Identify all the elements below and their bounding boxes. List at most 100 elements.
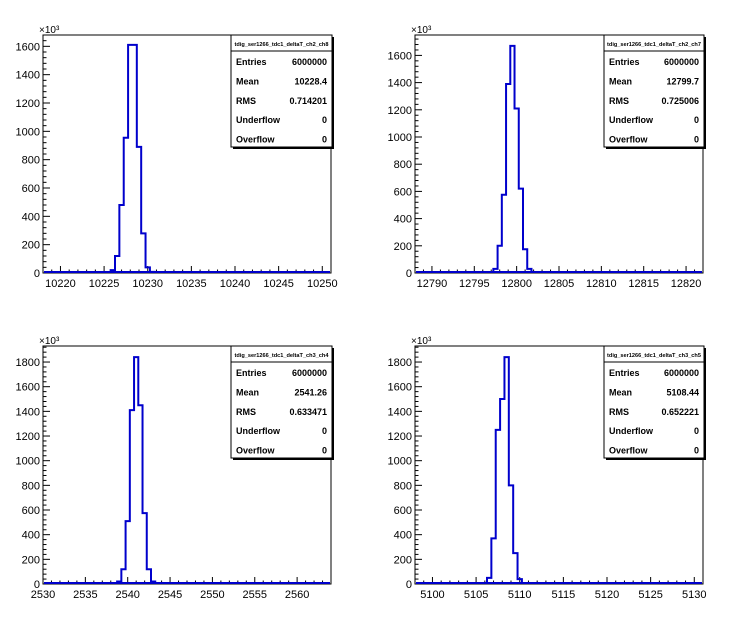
stats-value: 5108.44 xyxy=(666,387,699,397)
x-tick-label: 10230 xyxy=(132,278,163,290)
y-tick-label: 400 xyxy=(22,530,40,542)
stats-value: 6000000 xyxy=(664,368,699,378)
stats-title: tdig_ser1266_tdc1_deltaT_ch3_ch5 xyxy=(607,353,701,359)
y-tick-label: 0 xyxy=(406,579,412,591)
stats-value: 0.714201 xyxy=(289,96,327,106)
y-tick-label: 1000 xyxy=(16,126,40,138)
stats-label: Overflow xyxy=(609,135,649,145)
stats-title: tdig_ser1266_tdc1_deltaT_ch2_ch8 xyxy=(235,42,329,48)
x-tick-label: 12790 xyxy=(417,278,448,290)
plot-area: 2530 2535 2540 2545 2550 2555 2560 0 200 400 600 80… xyxy=(16,336,332,601)
y-tick-label: 800 xyxy=(394,159,412,171)
stats-label: Underflow xyxy=(236,426,281,436)
x-tick-label: 12810 xyxy=(586,278,617,290)
y-tick-label: 1000 xyxy=(388,456,412,468)
stats-label: Entries xyxy=(236,368,267,378)
stats-label: Mean xyxy=(609,76,632,86)
plot-area: 12790 12795 12800 12805 12810 12815 12820 0 200 4… xyxy=(388,25,704,290)
x-tick-label: 12820 xyxy=(671,278,702,290)
panel-top-right: 12790 12795 12800 12805 12810 12815 12820 0 200 4… xyxy=(388,25,706,290)
stats-value: 0 xyxy=(322,115,327,125)
stats-box: tdig_ser1266_tdc1_deltaT_ch2_ch8 Entries 6… xyxy=(230,34,334,149)
y-tick-label: 1200 xyxy=(16,98,40,110)
stats-value: 12799.7 xyxy=(666,76,699,86)
stats-value: 6000000 xyxy=(292,57,327,67)
stats-label: RMS xyxy=(236,96,256,106)
stats-value: 0.725006 xyxy=(661,96,699,106)
y-tick-label: 0 xyxy=(406,268,412,280)
y-tick-label: 1400 xyxy=(16,70,40,82)
panel-bottom-left: 2530 2535 2540 2545 2550 2555 2560 0 200 400 600 80… xyxy=(16,336,334,601)
stats-label: Overflow xyxy=(609,446,649,456)
histogram-outline xyxy=(492,44,533,273)
x-tick-label: 2560 xyxy=(285,589,309,601)
y-exponent-label: ×10³ xyxy=(39,336,60,347)
x-tick-label: 10220 xyxy=(45,278,76,290)
y-tick-label: 800 xyxy=(22,480,40,492)
stats-box: tdig_ser1266_tdc1_deltaT_ch3_ch4 Entries 6… xyxy=(230,345,334,460)
y-tick-label: 1600 xyxy=(388,50,412,62)
plot-area: 5100 5105 5110 5115 5120 5125 5130 0 200 400 600 80… xyxy=(388,336,707,601)
x-tick-label: 5110 xyxy=(508,589,532,601)
stats-label: RMS xyxy=(236,407,256,417)
stats-label: Overflow xyxy=(236,135,276,145)
y-tick-label: 0 xyxy=(34,579,40,591)
y-tick-label: 1000 xyxy=(388,132,412,144)
histogram-outline xyxy=(116,356,157,584)
y-tick-label: 1600 xyxy=(16,41,40,53)
x-tick-label: 12795 xyxy=(459,278,490,290)
x-tick-label: 5105 xyxy=(464,589,488,601)
stats-label: Mean xyxy=(609,387,632,397)
stats-value: 0 xyxy=(322,446,327,456)
x-tick-label: 10250 xyxy=(307,278,338,290)
stats-label: Underflow xyxy=(609,426,654,436)
y-tick-label: 600 xyxy=(22,183,40,195)
y-tick-label: 1800 xyxy=(388,357,412,369)
y-tick-label: 1400 xyxy=(16,406,40,418)
x-tick-label: 2530 xyxy=(31,589,55,601)
x-tick-label: 10225 xyxy=(89,278,120,290)
stats-value: 0.652221 xyxy=(661,407,699,417)
stats-frame xyxy=(230,345,333,459)
x-tick-label: 5115 xyxy=(552,589,576,601)
panel-bottom-right: 5100 5105 5110 5115 5120 5125 5130 0 200 400 600 80… xyxy=(388,336,707,601)
panel-top-left: 10220 10225 10230 10235 10240 10245 10250 0 200 4… xyxy=(16,25,338,290)
stats-label: Overflow xyxy=(236,446,276,456)
y-tick-label: 400 xyxy=(394,214,412,226)
y-tick-label: 1200 xyxy=(388,105,412,117)
stats-value: 0.633471 xyxy=(289,407,327,417)
x-tick-label: 10245 xyxy=(263,278,294,290)
stats-title: tdig_ser1266_tdc1_deltaT_ch3_ch4 xyxy=(235,353,330,359)
y-exponent-label: ×10³ xyxy=(411,25,432,36)
stats-label: Entries xyxy=(609,57,640,67)
stats-title: tdig_ser1266_tdc1_deltaT_ch2_ch7 xyxy=(607,42,701,48)
stats-value: 0 xyxy=(694,115,699,125)
y-tick-label: 600 xyxy=(394,505,412,517)
stats-frame xyxy=(603,345,705,459)
y-tick-label: 800 xyxy=(22,155,40,167)
y-tick-label: 1400 xyxy=(388,78,412,90)
stats-box: tdig_ser1266_tdc1_deltaT_ch2_ch7 Entries 6… xyxy=(603,34,706,149)
x-tick-label: 12800 xyxy=(501,278,532,290)
stats-label: Mean xyxy=(236,76,259,86)
y-tick-label: 1200 xyxy=(388,431,412,443)
x-tick-label: 5130 xyxy=(682,589,706,601)
x-tick-label: 2535 xyxy=(73,589,97,601)
histogram-outline xyxy=(109,43,156,273)
stats-label: Underflow xyxy=(609,115,654,125)
y-tick-label: 600 xyxy=(22,505,40,517)
stats-value: 2541.26 xyxy=(294,387,327,397)
stats-label: Entries xyxy=(609,368,640,378)
x-tick-label: 2545 xyxy=(158,589,182,601)
y-tick-label: 1600 xyxy=(388,382,412,394)
y-tick-label: 1400 xyxy=(388,406,412,418)
y-tick-label: 400 xyxy=(394,530,412,542)
y-tick-label: 200 xyxy=(22,240,40,252)
y-tick-label: 1200 xyxy=(16,431,40,443)
x-tick-label: 2540 xyxy=(115,589,139,601)
y-exponent-label: ×10³ xyxy=(411,336,432,347)
stats-value: 0 xyxy=(694,426,699,436)
stats-label: Underflow xyxy=(236,115,281,125)
y-tick-label: 0 xyxy=(34,268,40,280)
x-tick-label: 5100 xyxy=(420,589,444,601)
